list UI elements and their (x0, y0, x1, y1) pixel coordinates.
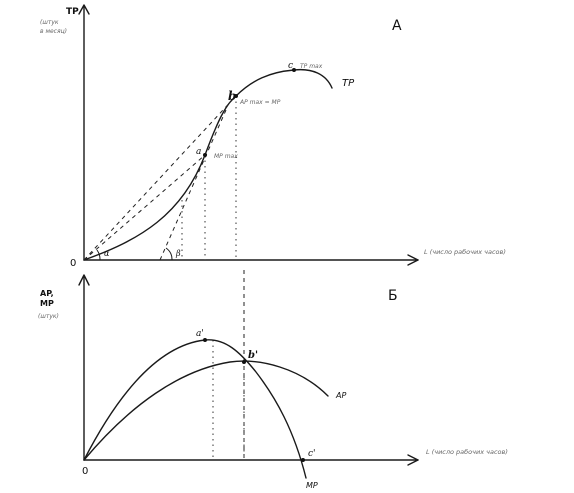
panel-average-marginal: AP, MP (штук) 0 Б L (число рабочих часов… (38, 274, 508, 490)
top-origin: 0 (70, 258, 76, 269)
point-c-note: TP max (300, 63, 323, 70)
ray-to-b (83, 95, 237, 261)
top-y-axis-arrow (78, 4, 90, 15)
point-c-letter: c (288, 61, 293, 71)
point-a1-label: a' (196, 329, 204, 339)
angle-alpha-label: α (104, 249, 110, 258)
point-a-note: MP max (214, 153, 238, 160)
point-a (203, 153, 207, 157)
angle-beta-label: β (175, 249, 181, 258)
bottom-x-axis-arrow (407, 454, 419, 466)
bottom-y-axis-arrow (78, 274, 90, 286)
tp-curve-label: TP (342, 78, 355, 89)
point-b1 (242, 360, 246, 364)
bottom-y-sublabel: (штук) (38, 313, 59, 320)
top-panel-letter: А (392, 18, 402, 34)
top-y-sublabel-2: в месяц) (40, 28, 67, 35)
top-y-label: TP (66, 7, 79, 17)
mp-curve-label: MP (306, 481, 318, 490)
angle-alpha-arc (96, 249, 101, 261)
tangent-line (159, 109, 227, 261)
mp-curve (83, 339, 307, 479)
point-a-letter: a (196, 147, 201, 157)
ray-to-a (83, 154, 206, 261)
point-c1-label: c' (308, 449, 316, 459)
point-b (234, 94, 238, 98)
top-x-axis-arrow (407, 254, 419, 266)
point-b-note: AP max = MP (239, 99, 281, 106)
point-b1-label: b' (248, 350, 258, 361)
angle-beta-arc (165, 247, 173, 261)
top-x-label: L (число рабочих часов) (424, 248, 506, 256)
point-c1 (301, 458, 305, 462)
bottom-y-label-1: AP, (40, 289, 54, 298)
top-y-sublabel-1: (штук (40, 19, 59, 26)
point-a1 (203, 338, 207, 342)
ap-curve-label: AP (335, 391, 346, 400)
ap-curve (83, 360, 329, 461)
tp-curve (83, 68, 333, 261)
bottom-origin: 0 (82, 466, 88, 477)
bottom-x-label: L (число рабочих часов) (426, 448, 508, 456)
panel-total-product: TP (штук в месяц) 0 А L (число рабочих ч… (40, 4, 506, 269)
bottom-panel-letter: Б (388, 288, 398, 304)
point-b-letter: b (228, 89, 236, 103)
bottom-y-label-2: MP (40, 299, 54, 308)
point-c (292, 68, 296, 72)
